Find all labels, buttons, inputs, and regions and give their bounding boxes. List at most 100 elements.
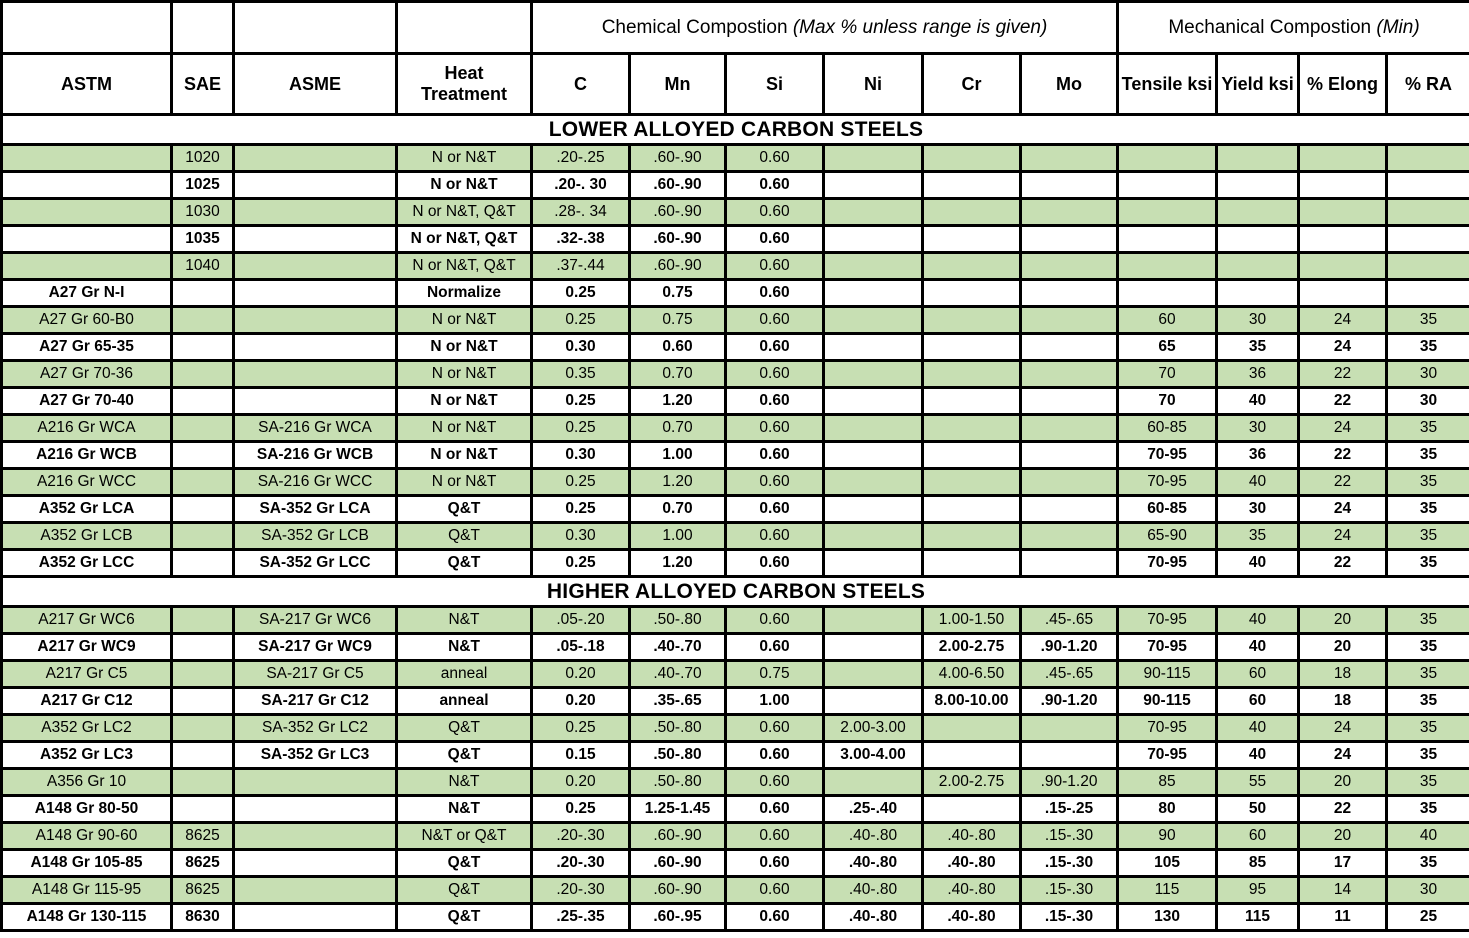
table-cell: 40: [1215, 713, 1301, 743]
table-cell: 24: [1297, 332, 1389, 362]
table-cell: 35: [1385, 440, 1469, 470]
table-cell: [1297, 224, 1389, 254]
table-cell: [1018, 224, 1120, 254]
table-cell: 60: [1215, 659, 1301, 689]
table-cell: .45-.65: [1018, 659, 1120, 689]
table-cell: 35: [1385, 548, 1469, 578]
table-cell: 0.60: [724, 548, 825, 578]
table-row: A27 Gr 70-36 N or N&T 0.35 0.70 0.60 70 36 22 30: [0, 359, 1469, 389]
table-cell: [822, 359, 924, 389]
table-cell: .60-.90: [628, 224, 727, 254]
table-cell: .40-.80: [921, 821, 1022, 851]
table-cell: [1018, 548, 1120, 578]
table-cell: [0, 251, 173, 281]
table-cell: [822, 659, 924, 689]
table-cell: 0.75: [628, 305, 727, 335]
table-cell: [1385, 251, 1469, 281]
table-row: A27 Gr 60-B0 N or N&T 0.25 0.75 0.60 60 30 24 35: [0, 305, 1469, 335]
table-cell: SA-217 Gr WC9: [232, 632, 398, 662]
table-cell: A352 Gr LCA: [0, 494, 173, 524]
table-cell: 60: [1215, 686, 1301, 716]
table-cell: 0.35: [530, 359, 631, 389]
table-cell: 0.60: [628, 332, 727, 362]
table-cell: [170, 767, 235, 797]
table-cell: 30: [1385, 386, 1469, 416]
table-cell: 40: [1385, 821, 1469, 851]
table-cell: .25-.35: [530, 902, 631, 932]
table-cell: N or N&T: [395, 359, 533, 389]
table-cell: [1018, 278, 1120, 308]
table-cell: 1040: [170, 251, 235, 281]
table-cell: 8.00-10.00: [921, 686, 1022, 716]
table-cell: 0.30: [530, 521, 631, 551]
table-cell: SA-217 Gr C5: [232, 659, 398, 689]
section-header-row: HIGHER ALLOYED CARBON STEELS: [0, 575, 1469, 608]
table-cell: N&T: [395, 767, 533, 797]
table-cell: 0.60: [724, 278, 825, 308]
table-cell: [1385, 143, 1469, 173]
table-cell: [232, 875, 398, 905]
table-cell: [232, 251, 398, 281]
table-cell: 1.20: [628, 467, 727, 497]
table-cell: 36: [1215, 440, 1301, 470]
table-cell: [232, 197, 398, 227]
table-cell: [921, 794, 1022, 824]
table-cell: N or N&T, Q&T: [395, 251, 533, 281]
table-cell: Q&T: [395, 740, 533, 770]
table-cell: [0, 224, 173, 254]
table-cell: A216 Gr WCB: [0, 440, 173, 470]
table-cell: 70-95: [1116, 740, 1219, 770]
table-cell: [1018, 251, 1120, 281]
table-cell: [1385, 197, 1469, 227]
table-cell: 0.20: [530, 686, 631, 716]
table-cell: [232, 359, 398, 389]
table-cell: .05-.20: [530, 605, 631, 635]
section-header-row: LOWER ALLOYED CARBON STEELS: [0, 113, 1469, 146]
table-cell: [232, 902, 398, 932]
table-cell: [0, 143, 173, 173]
table-row: A217 Gr WC9 SA-217 Gr WC9 N&T .05-.18.40-.7…: [0, 632, 1469, 662]
table-cell: SA-216 Gr WCC: [232, 467, 398, 497]
table-cell: 0.25: [530, 305, 631, 335]
table-cell: 30: [1215, 494, 1301, 524]
table-cell: 35: [1385, 632, 1469, 662]
table-cell: 0.70: [628, 359, 727, 389]
table-cell: 22: [1297, 548, 1389, 578]
table-cell: 40: [1215, 386, 1301, 416]
table-cell: 65: [1116, 332, 1219, 362]
table-cell: [0, 197, 173, 227]
table-cell: [170, 713, 235, 743]
table-cell: [822, 386, 924, 416]
table-cell: 0.25: [530, 467, 631, 497]
table-cell: 0.25: [530, 548, 631, 578]
table-cell: [1018, 467, 1120, 497]
table-cell: [1018, 494, 1120, 524]
table-cell: N or N&T, Q&T: [395, 224, 533, 254]
table-cell: 0.60: [724, 413, 825, 443]
table-row: A216 Gr WCC SA-216 Gr WCC N or N&T 0.25 1.20…: [0, 467, 1469, 497]
table-cell: 30: [1385, 359, 1469, 389]
table-cell: anneal: [395, 686, 533, 716]
table-row: A352 Gr LCB SA-352 Gr LCB Q&T 0.30 1.00 0.60 6…: [0, 521, 1469, 551]
table-cell: [822, 278, 924, 308]
column-header-yield-ksi: Yield ksi: [1215, 52, 1301, 116]
table-cell: N or N&T, Q&T: [395, 197, 533, 227]
table-cell: 1.00: [628, 440, 727, 470]
table-cell: [1215, 170, 1301, 200]
column-header-mn: Mn: [628, 52, 727, 116]
table-cell: [232, 767, 398, 797]
table-cell: N or N&T: [395, 467, 533, 497]
table-cell: 24: [1297, 413, 1389, 443]
table-cell: 24: [1297, 494, 1389, 524]
table-cell: 35: [1385, 767, 1469, 797]
table-cell: 40: [1215, 605, 1301, 635]
table-cell: .15-.30: [1018, 902, 1120, 932]
table-cell: 70-95: [1116, 713, 1219, 743]
table-cell: 2.00-2.75: [921, 767, 1022, 797]
table-cell: .60-.90: [628, 197, 727, 227]
table-row: A148 Gr 105-85 8625 Q&T .20-.30.60-.90 0.60.…: [0, 848, 1469, 878]
table-cell: N or N&T: [395, 332, 533, 362]
table-cell: [822, 305, 924, 335]
table-cell: N or N&T: [395, 305, 533, 335]
table-cell: [1215, 143, 1301, 173]
